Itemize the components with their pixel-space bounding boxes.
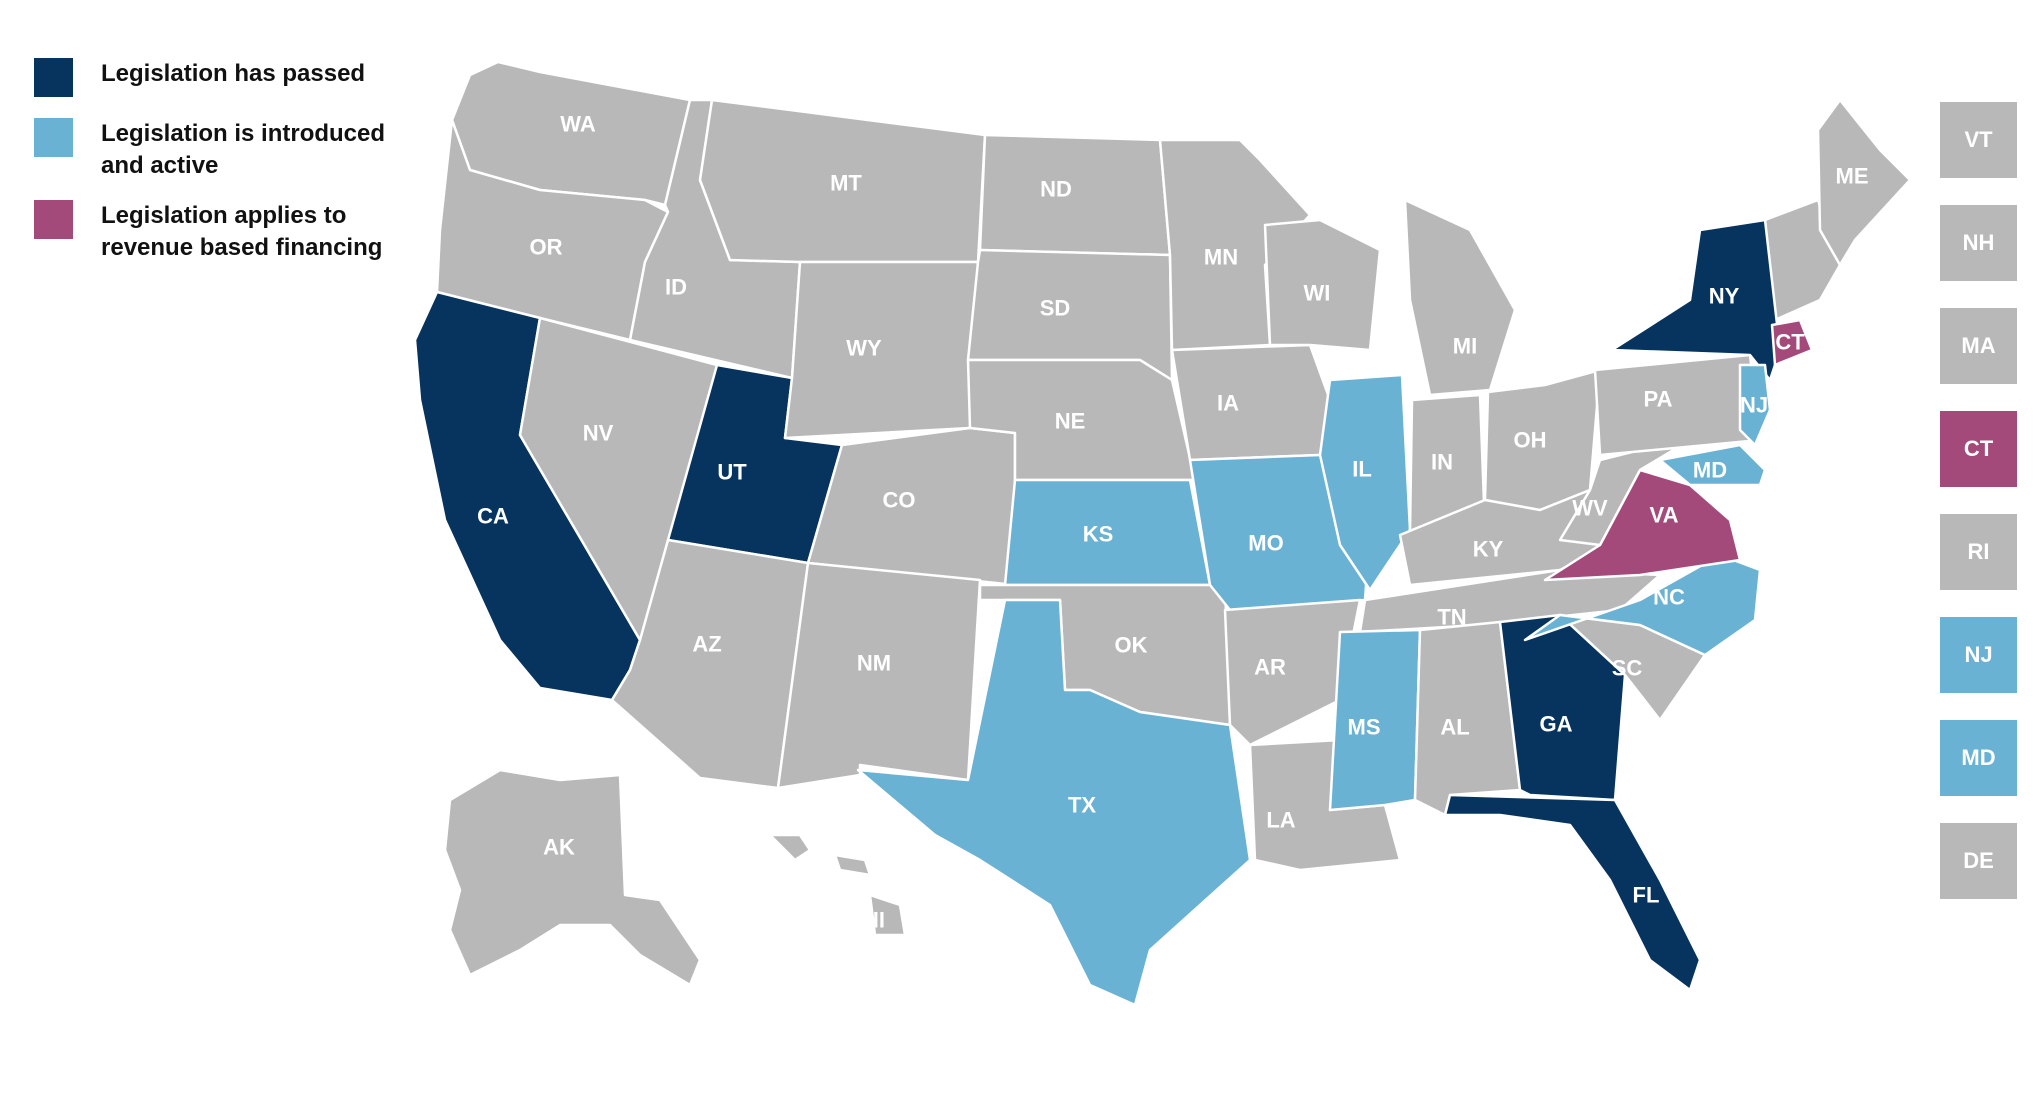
us-states-map: WA OR CA ID NV UT AZ MT WY CO NM ND SD NE KS OK TX MN IA MO… xyxy=(413,60,1912,1007)
legend-item-passed: Legislation has passed xyxy=(34,56,454,116)
state-label-ca: CA xyxy=(477,504,509,529)
state-label-md: MD xyxy=(1693,458,1727,483)
state-label-az: AZ xyxy=(692,632,721,657)
state-label-ut: UT xyxy=(717,460,747,485)
state-label-va: VA xyxy=(1650,503,1679,528)
legend-label-introduced: Legislation is introduced and active xyxy=(101,120,386,179)
state-shape-wi xyxy=(1263,218,1382,352)
state-shape-ms xyxy=(1328,628,1422,812)
state-label-ny: NY xyxy=(1709,284,1740,309)
state-label-ky: KY xyxy=(1473,537,1504,562)
state-label-nc: NC xyxy=(1653,585,1685,610)
state-label-tn: TN xyxy=(1437,605,1466,630)
state-label-sc: SC xyxy=(1612,656,1643,681)
state-label-nv: NV xyxy=(583,421,614,446)
state-label-ok: OK xyxy=(1115,633,1148,658)
state-label-ms: MS xyxy=(1348,715,1381,740)
state-label-mn: MN xyxy=(1204,245,1238,270)
state-shape-wy xyxy=(783,260,980,440)
state-label-ar: AR xyxy=(1254,655,1286,680)
legend-swatch-rbf xyxy=(34,200,73,239)
state-box-label-vt: VT xyxy=(1964,127,1993,152)
state-box-label-ma: MA xyxy=(1961,333,1996,358)
state-shape-nc xyxy=(1523,553,1762,657)
state-box-nh: NH xyxy=(1940,205,2017,281)
state-shape-il xyxy=(1318,373,1412,592)
state-label-oh: OH xyxy=(1514,428,1547,453)
state-label-ks: KS xyxy=(1083,522,1114,547)
state-box-ma: MA xyxy=(1940,308,2017,384)
state-shape-nj xyxy=(1738,363,1772,447)
state-label-ct: CT xyxy=(1775,330,1805,355)
state-label-il: IL xyxy=(1352,457,1372,482)
state-label-wv: WV xyxy=(1572,496,1608,521)
state-label-co: CO xyxy=(883,488,916,513)
state-shape-mi xyxy=(1403,198,1517,397)
state-box-label-de: DE xyxy=(1963,848,1994,873)
state-label-mo: MO xyxy=(1248,531,1283,556)
state-box-label-md: MD xyxy=(1961,745,1996,770)
state-shape-tx xyxy=(856,598,1252,1007)
state-label-ga: GA xyxy=(1540,712,1573,737)
state-label-mi: MI xyxy=(1453,334,1477,359)
state-label-ak: AK xyxy=(543,835,575,860)
state-box-md: MD xyxy=(1940,720,2017,796)
state-box-ri: RI xyxy=(1940,514,2017,590)
state-shape-fl xyxy=(1443,793,1702,992)
state-shape-wv xyxy=(1558,438,1692,547)
state-shape-ia xyxy=(1170,343,1332,462)
state-shape-nm xyxy=(776,561,982,790)
state-box-label-ct: CT xyxy=(1963,436,1994,461)
state-label-mt: MT xyxy=(830,171,862,196)
state-label-wi: WI xyxy=(1304,281,1331,306)
state-label-sd: SD xyxy=(1040,296,1071,321)
state-shape-me xyxy=(1816,98,1912,267)
legend-label-passed: Legislation has passed xyxy=(101,60,366,87)
state-label-tx: TX xyxy=(1068,793,1096,818)
state-box-label-nj: NJ xyxy=(1964,642,1993,667)
state-shape-mn xyxy=(1158,138,1312,352)
state-box-label-ri: RI xyxy=(1967,539,1990,564)
state-label-hi: HI xyxy=(863,908,885,933)
state-label-pa: PA xyxy=(1644,387,1673,412)
state-label-wa: WA xyxy=(560,112,596,137)
state-label-nd: ND xyxy=(1040,177,1072,202)
state-label-in: IN xyxy=(1431,450,1453,475)
state-label-fl: FL xyxy=(1633,883,1660,908)
legend-swatch-introduced xyxy=(34,118,73,157)
state-shape-nd xyxy=(978,133,1172,257)
state-label-ia: IA xyxy=(1217,391,1239,416)
state-shape-pa xyxy=(1593,353,1762,457)
state-label-la: LA xyxy=(1266,808,1295,833)
northeast-state-boxes: VT NH MA CT RI NJ MD DE xyxy=(1940,102,2017,926)
state-label-nm: NM xyxy=(857,651,891,676)
state-label-id: ID xyxy=(665,275,687,300)
state-label-wy: WY xyxy=(846,336,882,361)
state-shape-ny xyxy=(1610,218,1782,382)
legend-item-introduced: Legislation is introduced and active xyxy=(34,116,454,198)
state-box-vt: VT xyxy=(1940,102,2017,178)
state-shape-hi xyxy=(768,833,907,937)
state-shape-ak xyxy=(443,768,702,987)
legend-swatch-passed xyxy=(34,58,73,97)
legend-label-rbf: Legislation applies to revenue based fin… xyxy=(101,202,383,261)
state-label-nj: NJ xyxy=(1740,393,1768,418)
state-label-al: AL xyxy=(1440,715,1469,740)
state-shape-ct xyxy=(1770,318,1814,367)
state-shape-md xyxy=(1658,443,1767,487)
state-box-de: DE xyxy=(1940,823,2017,899)
state-label-ne: NE xyxy=(1055,409,1086,434)
state-box-label-nh: NH xyxy=(1962,230,1995,255)
state-box-nj: NJ xyxy=(1940,617,2017,693)
map-legend: Legislation has passed Legislation is int… xyxy=(34,56,454,278)
state-box-ct: CT xyxy=(1940,411,2017,487)
state-shape-ar xyxy=(1223,598,1362,747)
legend-item-rbf: Legislation applies to revenue based fin… xyxy=(34,198,454,278)
state-label-me: ME xyxy=(1836,164,1869,189)
state-label-or: OR xyxy=(530,235,563,260)
